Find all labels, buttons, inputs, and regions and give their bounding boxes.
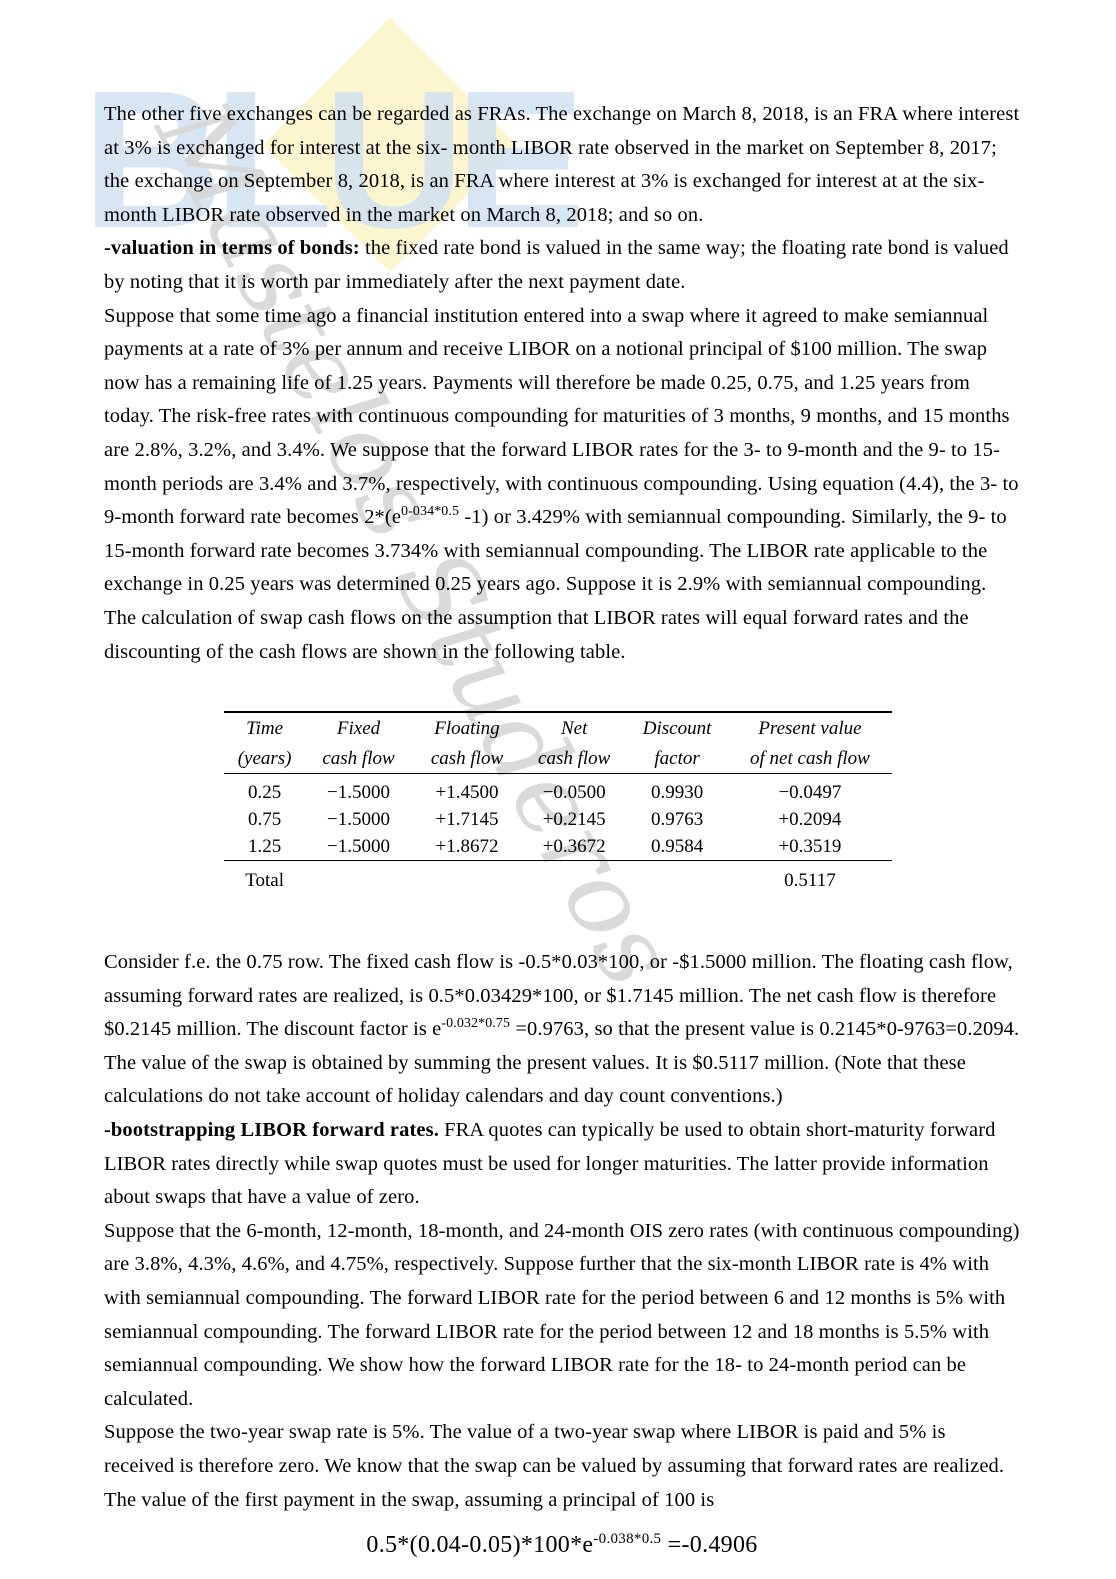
paragraph-swap-example-part1: Suppose that some time ago a financial i…	[104, 304, 1019, 529]
cell-discount-factor: 0.9584	[650, 836, 704, 858]
col-header-floating-line2: cash flow	[411, 743, 523, 775]
inline-formula-forward-rate-exponent: 0-034*0.5	[401, 504, 460, 520]
cell-present-value: −0.0497	[778, 782, 842, 804]
cell-floating-cash-flow: +1.8672	[435, 836, 499, 858]
table-row: 0.25 −1.5000 +1.4500 −0.0500 0.9930 −0.0…	[224, 774, 892, 807]
cash-flow-table-head: Time Fixed Floating Net Discount Present…	[224, 711, 892, 775]
cell-time: 1.25	[247, 836, 282, 858]
col-header-present-value-line1: Present value	[727, 711, 892, 744]
paragraph-row-walkthrough: Consider f.e. the 0.75 row. The fixed ca…	[104, 946, 1020, 1114]
paragraph-swap-example: Suppose that some time ago a financial i…	[104, 300, 1020, 602]
paragraph-valuation-bonds-text: the fixed rate bond is valued in the sam…	[104, 237, 1009, 293]
cell-total-blank-floating	[411, 860, 523, 895]
paragraph-table-intro: The calculation of swap cash flows on th…	[104, 606, 969, 663]
col-header-time-line2: (years)	[224, 743, 306, 775]
cell-floating-cash-flow: +1.7145	[435, 809, 499, 831]
heading-valuation-in-terms-of-bonds: -valuation in terms of bonds:	[104, 237, 360, 260]
document-content-lower: Consider f.e. the 0.75 row. The fixed ca…	[0, 946, 1116, 1565]
col-header-fixed-line1: Fixed	[305, 711, 412, 744]
col-header-present-value-line2: of net cash flow	[727, 743, 892, 775]
cell-total-blank-fixed	[305, 860, 412, 895]
cell-total-blank-net	[522, 860, 627, 895]
cell-floating-cash-flow: +1.4500	[435, 782, 499, 804]
cell-fixed-cash-flow: −1.5000	[327, 809, 390, 831]
cell-total-present-value: 0.5117	[727, 860, 892, 895]
col-header-discount-line2: factor	[626, 743, 728, 775]
paragraph-bootstrapping: -bootstrapping LIBOR forward rates. FRA …	[104, 1114, 1020, 1215]
paragraph-fras: The other five exchanges can be regarded…	[104, 103, 1020, 226]
centered-formula-first-payment: 0.5*(0.04-0.05)*100*e-0.038*0.5 =-0.4906	[104, 1525, 1020, 1565]
centered-formula-exponent: -0.038*0.5	[593, 1531, 662, 1548]
cash-flow-table-wrapper: Time Fixed Floating Net Discount Present…	[0, 711, 1116, 895]
cash-flow-table: Time Fixed Floating Net Discount Present…	[224, 711, 892, 895]
cell-net-cash-flow: −0.0500	[542, 782, 606, 804]
paragraph-swap-example-part2: -1) or 3.429% with semiannual compoundin…	[104, 506, 1007, 596]
cell-net-cash-flow: +0.3672	[542, 836, 606, 858]
paragraph-bootstrapping-text: FRA quotes can typically be used to obta…	[104, 1119, 996, 1209]
cell-net-cash-flow: +0.2145	[542, 809, 606, 831]
col-header-discount-line1: Discount	[626, 711, 728, 744]
centered-formula-tail: =-0.4906	[661, 1532, 758, 1559]
col-header-net-line2: cash flow	[522, 743, 627, 775]
cell-discount-factor: 0.9930	[650, 782, 704, 804]
cell-present-value: +0.2094	[778, 809, 842, 831]
col-header-fixed-line2: cash flow	[305, 743, 412, 775]
cell-fixed-cash-flow: −1.5000	[327, 782, 390, 804]
table-total-row: Total 0.5117	[224, 860, 892, 895]
table-header-row-2: (years) cash flow cash flow cash flow fa…	[224, 743, 892, 775]
cash-flow-table-body: 0.25 −1.5000 +1.4500 −0.0500 0.9930 −0.0…	[224, 774, 892, 895]
centered-formula-base: 0.5*(0.04-0.05)*100*e	[366, 1532, 594, 1559]
cell-fixed-cash-flow: −1.5000	[327, 836, 390, 858]
inline-formula-forward-rate-base: 2*(e	[364, 506, 402, 529]
cell-time: 0.75	[247, 809, 282, 831]
paragraph-row-walkthrough-part2: =0.9763, so that the present value is 0.…	[104, 1018, 1020, 1108]
cell-present-value: +0.3519	[778, 836, 842, 858]
table-row: 0.75 −1.5000 +1.7145 +0.2145 0.9763 +0.2…	[224, 806, 892, 833]
cell-time: 0.25	[247, 782, 282, 804]
table-header-row-1: Time Fixed Floating Net Discount Present…	[224, 711, 892, 744]
document-content: The other five exchanges can be regarded…	[0, 0, 1116, 669]
table-row: 1.25 −1.5000 +1.8672 +0.3672 0.9584 +0.3…	[224, 833, 892, 861]
paragraph-row-walkthrough-part1: Consider f.e. the 0.75 row. The fixed ca…	[104, 951, 1013, 1041]
col-header-floating-line1: Floating	[411, 711, 523, 744]
cell-discount-factor: 0.9763	[650, 809, 704, 831]
col-header-net-line1: Net	[522, 711, 627, 744]
spacer-after-table	[0, 894, 1116, 946]
inline-formula-discount-exponent: -0.032*0.75	[441, 1016, 511, 1032]
paragraph-ois-zero-rates: Suppose that the 6-month, 12-month, 18-m…	[104, 1219, 1020, 1410]
paragraph-two-year-swap: Suppose the two-year swap rate is 5%. Th…	[104, 1421, 1005, 1511]
cell-total-label: Total	[224, 860, 306, 895]
heading-bootstrapping-libor-forward-rates: -bootstrapping LIBOR forward rates.	[104, 1119, 439, 1142]
cell-total-blank-discount	[626, 860, 728, 895]
col-header-time-line1: Time	[224, 711, 306, 744]
paragraph-valuation-bonds: -valuation in terms of bonds: the fixed …	[104, 232, 1020, 299]
